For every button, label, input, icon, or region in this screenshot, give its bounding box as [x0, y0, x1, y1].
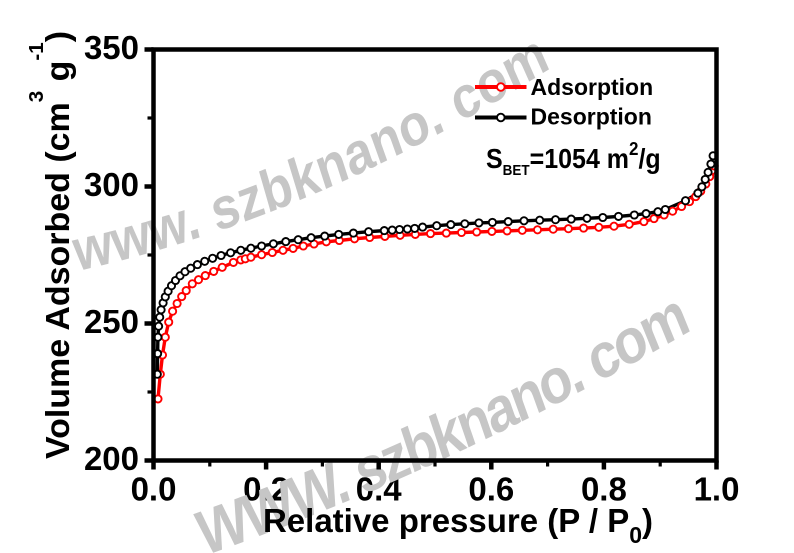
svg-text:0.0: 0.0	[131, 471, 177, 508]
svg-text:Adsorption: Adsorption	[531, 74, 654, 100]
svg-text:0.4: 0.4	[356, 471, 403, 508]
svg-text:350: 350	[84, 29, 139, 66]
svg-text:200: 200	[84, 440, 139, 477]
svg-text:250: 250	[84, 303, 139, 340]
svg-text:300: 300	[84, 166, 139, 203]
svg-text:0.6: 0.6	[468, 471, 514, 508]
svg-text:Desorption: Desorption	[531, 104, 652, 130]
svg-text:1.0: 1.0	[694, 471, 740, 508]
svg-text:0.2: 0.2	[243, 471, 289, 508]
svg-text:0.8: 0.8	[581, 471, 627, 508]
